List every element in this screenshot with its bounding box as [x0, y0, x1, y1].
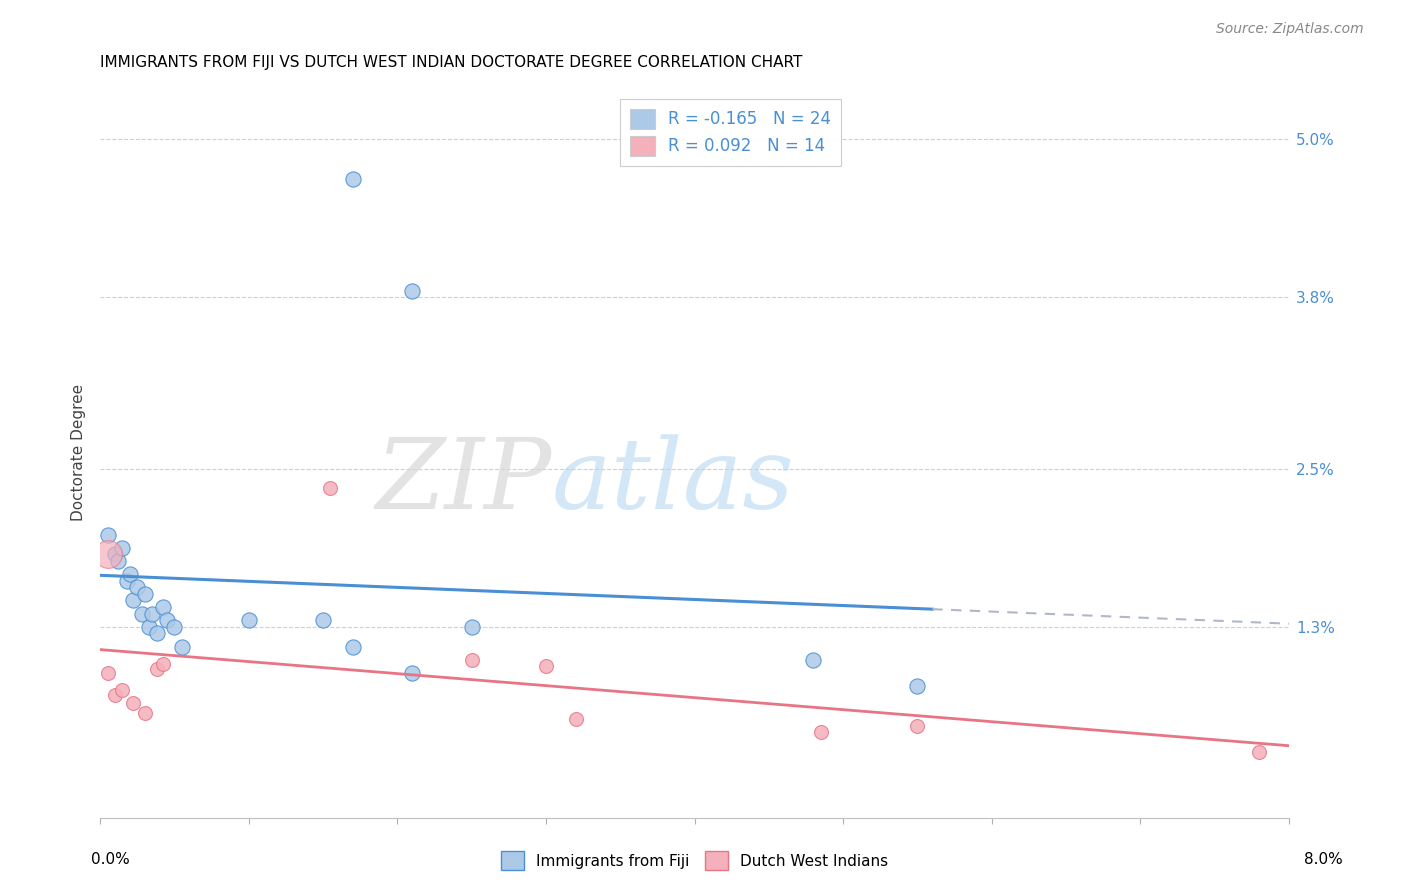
Point: [141, 607, 163, 621]
Point: [138, 620, 160, 634]
Point: [118, 567, 141, 582]
Point: [803, 653, 825, 667]
Point: [907, 679, 929, 693]
Point: [312, 613, 335, 627]
Point: [111, 541, 134, 555]
Point: [401, 284, 423, 298]
Y-axis label: Doctorate Degree: Doctorate Degree: [72, 384, 86, 521]
Point: [907, 719, 929, 733]
Point: [111, 683, 134, 698]
Point: [342, 640, 364, 654]
Text: 8.0%: 8.0%: [1303, 852, 1343, 867]
Point: [121, 593, 143, 607]
Point: [156, 613, 179, 627]
Text: atlas: atlas: [553, 434, 794, 529]
Point: [810, 725, 832, 739]
Point: [564, 712, 586, 726]
Text: IMMIGRANTS FROM FIJI VS DUTCH WEST INDIAN DOCTORATE DEGREE CORRELATION CHART: IMMIGRANTS FROM FIJI VS DUTCH WEST INDIA…: [100, 55, 803, 70]
Text: 0.0%: 0.0%: [91, 852, 131, 867]
Point: [145, 626, 167, 640]
Point: [534, 659, 557, 673]
Text: ZIP: ZIP: [375, 434, 553, 529]
Point: [96, 665, 118, 680]
Point: [115, 574, 138, 588]
Point: [96, 548, 118, 562]
Point: [96, 527, 118, 541]
Point: [104, 689, 127, 703]
Point: [319, 482, 342, 496]
Point: [131, 607, 153, 621]
Point: [163, 620, 186, 634]
Point: [104, 548, 127, 562]
Point: [170, 640, 193, 654]
Point: [460, 620, 482, 634]
Point: [238, 613, 260, 627]
Point: [152, 600, 174, 615]
Point: [107, 554, 129, 568]
Point: [401, 665, 423, 680]
Legend: R = -0.165   N = 24, R = 0.092   N = 14: R = -0.165 N = 24, R = 0.092 N = 14: [620, 99, 841, 166]
Point: [152, 657, 174, 671]
Point: [127, 580, 149, 594]
Point: [342, 171, 364, 186]
Text: Source: ZipAtlas.com: Source: ZipAtlas.com: [1216, 22, 1364, 37]
Point: [145, 662, 167, 676]
Point: [1249, 745, 1271, 759]
Point: [134, 706, 156, 720]
Point: [121, 696, 143, 710]
Point: [460, 653, 482, 667]
Point: [134, 587, 156, 601]
